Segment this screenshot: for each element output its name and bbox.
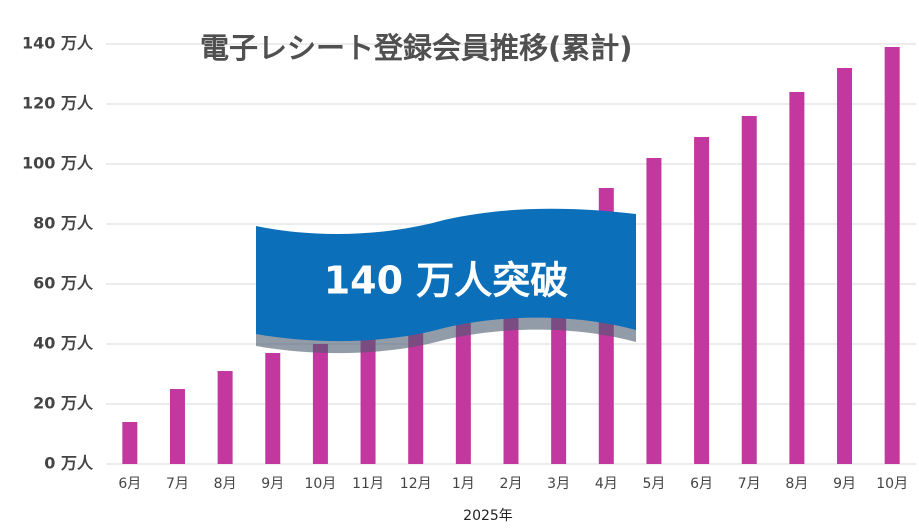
y-tick-label: 80 万人 (33, 214, 94, 233)
y-tick-label: 60 万人 (33, 274, 94, 293)
x-tick-label: 8月 (785, 476, 808, 492)
x-tick-label: 6月 (118, 476, 141, 492)
x-tick-label: 10月 (304, 476, 336, 492)
x-tick-label: 9月 (833, 476, 856, 492)
bar (122, 422, 138, 464)
bar (455, 323, 471, 464)
annotation: 140 万人突破 (324, 259, 569, 303)
chart-title: 電子レシート登録会員推移(累計) (200, 31, 633, 65)
x-tick-label: 6月 (690, 476, 713, 492)
x-tick-label: 4月 (595, 476, 618, 492)
bar (741, 116, 757, 464)
bar (312, 344, 328, 464)
y-tick-label: 0 万人 (44, 454, 94, 473)
y-tick-label: 40 万人 (33, 334, 94, 353)
bar (789, 92, 805, 464)
x-tick-label: 3月 (547, 476, 570, 492)
x-tick-label: 5月 (642, 476, 665, 492)
bar (884, 47, 900, 464)
banner-shape (256, 208, 636, 342)
x-tick-label: 8月 (214, 476, 237, 492)
x-tick-label: 7月 (738, 476, 761, 492)
bar (265, 353, 281, 464)
bar (169, 389, 185, 464)
bar (360, 338, 376, 464)
bar (551, 308, 567, 464)
x-tick-label: 2月 (500, 476, 523, 492)
bar (408, 332, 424, 464)
bar (837, 68, 853, 464)
bar (646, 158, 662, 464)
bar (694, 137, 710, 464)
y-tick-label: 140 万人 (22, 34, 94, 53)
y-tick-label: 100 万人 (22, 154, 94, 173)
bar (503, 317, 519, 464)
x-axis-label: 2025年 (463, 508, 513, 524)
banner: 140 万人突破 (256, 208, 636, 354)
x-tick-label: 1月 (452, 476, 475, 492)
x-tick-label: 12月 (400, 476, 432, 492)
y-tick-label: 20 万人 (33, 394, 94, 413)
x-tick-label: 7月 (166, 476, 189, 492)
x-tick-label: 10月 (876, 476, 908, 492)
x-tick-label: 9月 (261, 476, 284, 492)
y-tick-label: 120 万人 (22, 94, 94, 113)
bar (217, 371, 233, 464)
x-tick-label: 11月 (352, 476, 384, 492)
bars (122, 47, 900, 464)
